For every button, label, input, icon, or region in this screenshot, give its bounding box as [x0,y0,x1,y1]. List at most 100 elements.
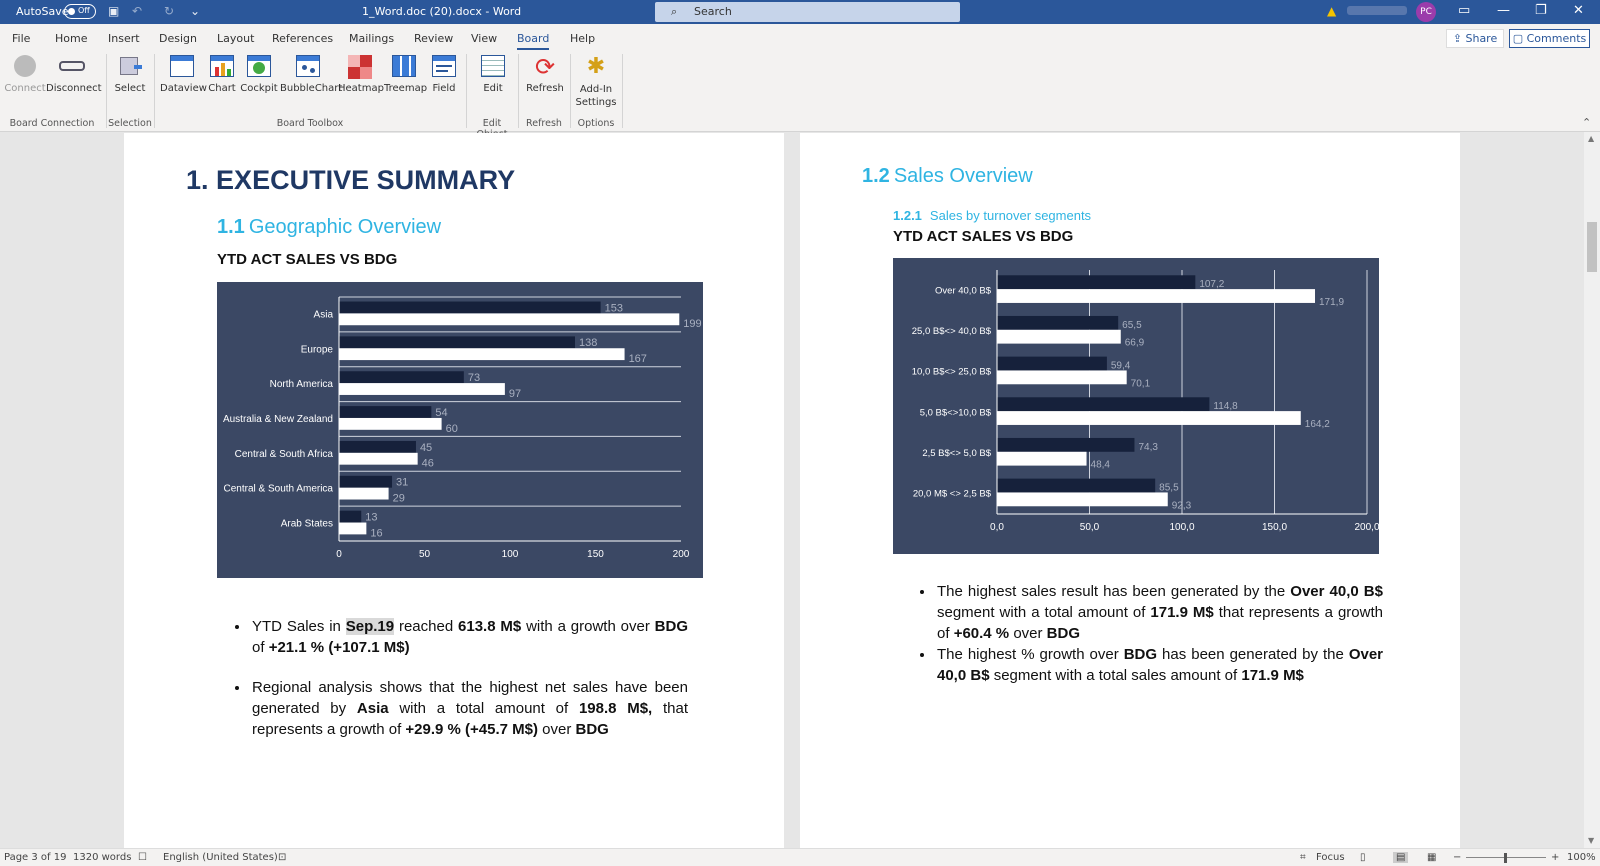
data-label: 92,3 [1172,500,1192,511]
avatar[interactable]: PC [1416,2,1436,22]
status-bar: Page 3 of 19 1320 words ☐ English (Unite… [0,848,1600,866]
data-label: 138 [579,337,597,349]
tab-layout[interactable]: Layout [217,32,255,45]
tab-view[interactable]: View [471,32,498,45]
proofing-icon[interactable]: ☐ [138,852,147,863]
category-label: Over 40,0 B$ [935,285,992,296]
group-options: Options [577,118,615,129]
tab-design[interactable]: Design [159,32,197,45]
bullet-list: YTD Sales in Sep.19 reached 613.8 M$ wit… [232,616,688,740]
tab-home[interactable]: Home [55,32,88,45]
print-layout-icon[interactable]: ▤ [1393,852,1409,863]
tab-help[interactable]: Help [570,32,596,45]
tab-mailings[interactable]: Mailings [349,32,395,45]
account-name[interactable] [1347,6,1407,15]
word-count[interactable]: 1320 words [73,852,132,863]
data-label: 60 [446,423,458,435]
cockpit-button[interactable]: Cockpit [240,53,278,94]
redo-icon[interactable]: ↻ [164,4,175,18]
select-icon [116,53,144,81]
tab-board[interactable]: Board [517,32,550,50]
bar-series-b [997,289,1316,303]
bold-text: Over 40,0 B$ [937,646,1384,684]
tick-label: 100,0 [1169,522,1194,533]
field-icon [430,53,458,81]
bold-text: Over 40,0 B$ [1290,583,1383,600]
bar-series-a [997,437,1135,452]
wrench-icon: ✱ [586,54,606,79]
zoom-out-icon[interactable]: − [1453,852,1462,863]
scroll-up-icon[interactable]: ▲ [1588,134,1595,143]
web-layout-icon[interactable]: ▦ [1427,852,1437,863]
restore-icon[interactable]: ❐ [1535,3,1547,18]
disconnect-button[interactable]: Disconnect [46,53,102,94]
scroll-thumb[interactable] [1587,222,1597,272]
accessibility-icon[interactable]: ⊡ [278,852,287,863]
text: that represents a growth of [252,700,688,738]
zoom-level[interactable]: 100% [1567,852,1596,863]
zoom-in-icon[interactable]: + [1551,852,1560,863]
data-label: 65,5 [1122,320,1142,331]
heading-2-number: 1.1 [217,216,245,238]
search-box[interactable]: ⌕ Search [655,2,960,22]
dataview-button[interactable]: Dataview [160,53,207,94]
group-board-toolbox: Board Toolbox [276,118,344,129]
bar-series-a [997,397,1210,412]
save-icon[interactable]: ▣ [108,4,120,18]
ribbon-display-icon[interactable]: ▭ [1458,3,1471,18]
chart-heading: YTD ACT SALES VS BDG [893,228,1074,245]
heatmap-button[interactable]: Heatmap [338,53,384,94]
data-label: 59,4 [1111,360,1131,371]
bubblechart-button[interactable]: BubbleChart [280,53,342,94]
text: YTD Sales in [252,618,346,635]
minimize-icon[interactable]: — [1497,3,1510,18]
tab-review[interactable]: Review [414,32,454,45]
data-label: 114,8 [1213,401,1238,412]
text: segment with a total sales amount of [989,667,1242,684]
bar-chart-segments[interactable]: 107,2 171,9 Over 40,0 B$ 65,5 66,9 25,0 B$<> … [893,258,1379,554]
share-button[interactable]: ⇪ Share [1446,29,1504,48]
connect-label: Connect [4,83,46,94]
scroll-down-icon[interactable]: ▼ [1588,836,1595,845]
heatmap-label: Heatmap [338,83,384,94]
bullet-item: The highest % growth over BDG has been g… [935,644,1383,686]
close-icon[interactable]: ✕ [1573,3,1584,18]
bar-series-b [339,383,505,395]
autosave-toggle[interactable]: Off [64,4,96,19]
heading-1: 1. EXECUTIVE SUMMARY [186,165,515,196]
tab-insert[interactable]: Insert [108,32,140,45]
refresh-button[interactable]: ⟳ Refresh [524,53,566,94]
bar-chart-geographic[interactable]: 153 199 Asia 138 167 Europe 73 97 North America 5… [217,282,703,578]
language[interactable]: English (United States) [163,852,278,863]
tab-file[interactable]: File [12,32,31,45]
chart-button[interactable]: Chart [206,53,238,94]
customize-qat-icon[interactable]: ⌄ [190,4,201,18]
connect-button[interactable]: Connect [4,53,46,94]
bold-text: BDG [654,618,689,635]
field-button[interactable]: Field [428,53,460,94]
bold-text: +29.9 % (+45.7 M$) [405,721,538,738]
focus-icon[interactable]: ⌗ [1300,852,1306,863]
zoom-slider-thumb[interactable] [1504,853,1507,863]
search-icon: ⌕ [671,5,678,18]
undo-icon[interactable]: ↶ [132,4,143,18]
warning-icon[interactable]: ▲ [1327,4,1337,18]
heading-2: 1.2 Sales Overview [862,165,1033,188]
focus-label[interactable]: Focus [1316,852,1345,863]
treemap-button[interactable]: Treemap [384,53,427,94]
share-icon: ⇪ [1452,32,1466,45]
page-count[interactable]: Page 3 of 19 [4,852,67,863]
vertical-scrollbar[interactable]: ▲ ▼ [1584,132,1600,848]
collapse-ribbon-icon[interactable]: ⌃ [1582,116,1592,129]
comments-button[interactable]: ▢ Comments [1509,29,1590,48]
addin-settings-button[interactable]: ✱ Add-In Settings [574,53,618,109]
tab-references[interactable]: References [272,32,334,45]
title-bar: AutoSave Off ▣ ↶ ↻ ⌄ 1_Word.doc (20).doc… [0,0,1600,24]
heading-2-number: 1.2 [862,165,890,187]
edit-button[interactable]: Edit [476,53,510,94]
read-mode-icon[interactable]: ▯ [1360,852,1366,863]
treemap-icon [390,53,418,81]
bold-text: 613.8 M$ [458,618,522,635]
select-button[interactable]: Select [112,53,148,94]
chart-label: Chart [208,83,236,94]
